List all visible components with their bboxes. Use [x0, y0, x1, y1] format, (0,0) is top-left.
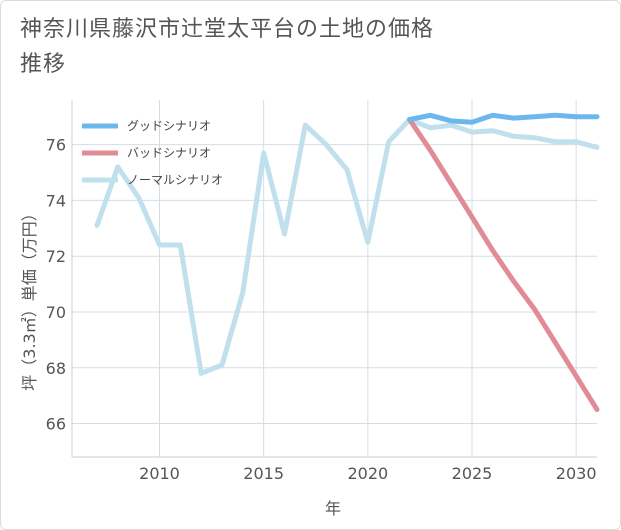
x-tick-label: 2015 [243, 464, 284, 483]
y-tick-label: 76 [46, 136, 66, 155]
series-line-2 [94, 117, 600, 376]
x-tick-label: 2010 [139, 464, 180, 483]
x-tick-label: 2025 [452, 464, 493, 483]
axes [71, 100, 597, 458]
series-line-0 [407, 112, 600, 125]
y-axis-title: 坪（3.3㎡）単価（万円） [20, 205, 39, 390]
chart-title: 神奈川県藤沢市辻堂太平台の土地の価格推移 [20, 17, 435, 77]
y-tick-label: 66 [46, 415, 66, 434]
y-tick-label: 68 [46, 359, 66, 378]
y-tick-labels: 66 68 70 72 74 76 [46, 136, 66, 434]
legend-label: グッドシナリオ [127, 119, 211, 133]
y-tick-label: 74 [46, 191, 66, 210]
series-line-1 [407, 117, 600, 413]
y-tick-label: 70 [46, 303, 66, 322]
x-tick-label: 2030 [556, 464, 597, 483]
x-tick-label: 2020 [347, 464, 388, 483]
x-tick-labels: 2010 2015 2020 2025 2030 [139, 464, 596, 483]
y-tick-label: 72 [46, 247, 66, 266]
x-axis-title: 年 [325, 499, 341, 518]
data-series [94, 112, 600, 413]
legend-label: ノーマルシナリオ [127, 173, 223, 187]
legend-label: バッドシナリオ [127, 146, 211, 160]
